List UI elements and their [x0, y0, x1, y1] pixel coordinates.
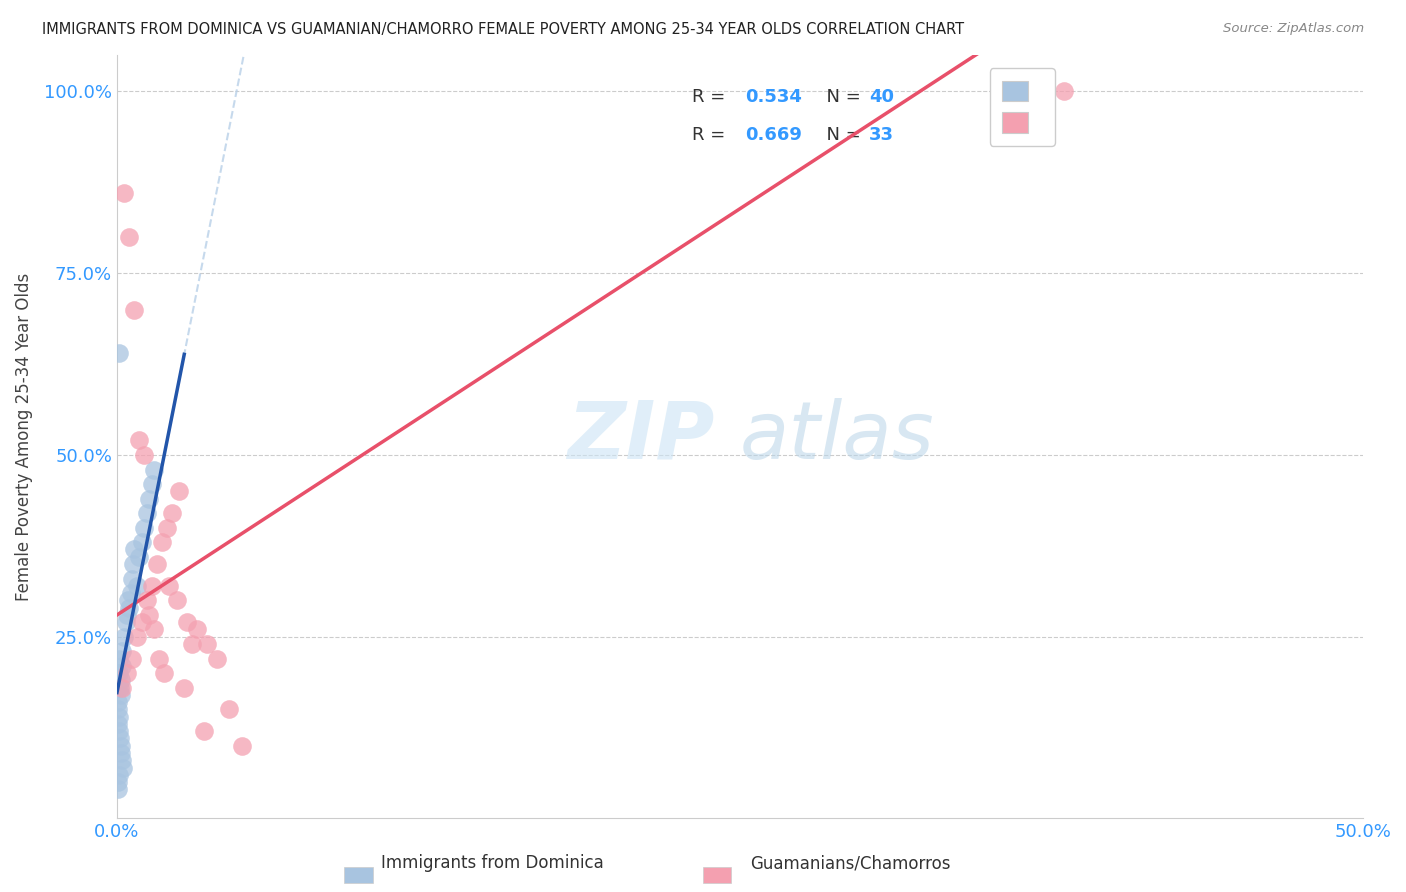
Point	[138, 491, 160, 506]
Point	[153, 666, 176, 681]
Point	[131, 535, 153, 549]
Point	[157, 579, 180, 593]
Point	[111, 658, 134, 673]
Point	[110, 746, 132, 760]
Point	[167, 484, 190, 499]
Point	[143, 462, 166, 476]
Text: R =: R =	[692, 126, 731, 144]
Point	[124, 302, 146, 317]
Point	[111, 681, 134, 695]
Text: R =: R =	[692, 88, 731, 106]
Point	[135, 593, 157, 607]
Point	[108, 651, 131, 665]
Point	[1052, 85, 1074, 99]
Point	[115, 666, 138, 681]
Point	[108, 666, 131, 681]
Point	[117, 593, 139, 607]
Text: Guamanians/Chamorros: Guamanians/Chamorros	[751, 855, 950, 872]
Point	[173, 681, 195, 695]
Point	[156, 521, 179, 535]
Text: 33: 33	[869, 126, 894, 144]
Text: N =: N =	[814, 126, 866, 144]
Text: N =: N =	[814, 88, 866, 106]
Point	[125, 630, 148, 644]
Point	[195, 637, 218, 651]
Point	[193, 724, 215, 739]
Text: IMMIGRANTS FROM DOMINICA VS GUAMANIAN/CHAMORRO FEMALE POVERTY AMONG 25-34 YEAR O: IMMIGRANTS FROM DOMINICA VS GUAMANIAN/CH…	[42, 22, 965, 37]
Point	[138, 607, 160, 622]
Point	[110, 688, 132, 702]
Point	[111, 753, 134, 767]
Point	[107, 782, 129, 797]
Point	[120, 586, 142, 600]
Point	[107, 717, 129, 731]
Y-axis label: Female Poverty Among 25-34 Year Olds: Female Poverty Among 25-34 Year Olds	[15, 273, 32, 601]
Text: ZIP: ZIP	[568, 398, 714, 475]
Point	[105, 666, 128, 681]
Point	[108, 768, 131, 782]
Point	[107, 775, 129, 789]
Point	[108, 709, 131, 723]
Point	[205, 651, 228, 665]
Point	[231, 739, 253, 753]
Point	[121, 572, 143, 586]
Point	[135, 506, 157, 520]
Point	[160, 506, 183, 520]
Point	[124, 542, 146, 557]
Text: 0.669: 0.669	[745, 126, 801, 144]
Point	[107, 681, 129, 695]
Point	[128, 434, 150, 448]
Point	[148, 651, 170, 665]
Point	[110, 739, 132, 753]
Point	[141, 579, 163, 593]
Point	[150, 535, 173, 549]
Text: 40: 40	[869, 88, 894, 106]
Text: Immigrants from Dominica: Immigrants from Dominica	[381, 855, 603, 872]
Point	[143, 623, 166, 637]
Point	[122, 557, 145, 571]
Text: Source: ZipAtlas.com: Source: ZipAtlas.com	[1223, 22, 1364, 36]
Point	[128, 549, 150, 564]
Point	[134, 521, 156, 535]
Point	[108, 731, 131, 746]
Point	[141, 477, 163, 491]
Point	[108, 681, 131, 695]
Point	[218, 702, 240, 716]
Point	[114, 186, 136, 201]
Point	[118, 230, 141, 244]
Point	[166, 593, 188, 607]
Point	[108, 724, 131, 739]
Point	[110, 673, 132, 688]
Point	[125, 579, 148, 593]
Point	[115, 607, 138, 622]
Point	[131, 615, 153, 630]
Point	[107, 702, 129, 716]
Point	[186, 623, 208, 637]
Text: 0.534: 0.534	[745, 88, 801, 106]
Point	[146, 557, 169, 571]
Legend: , : ,	[990, 68, 1054, 145]
Text: atlas: atlas	[740, 398, 935, 475]
Point	[112, 761, 135, 775]
Point	[134, 448, 156, 462]
Point	[121, 651, 143, 665]
Point	[108, 346, 131, 360]
Point	[180, 637, 202, 651]
Point	[107, 695, 129, 709]
Point	[118, 600, 141, 615]
Point	[114, 615, 136, 630]
Point	[111, 644, 134, 658]
Point	[114, 630, 136, 644]
Point	[176, 615, 198, 630]
